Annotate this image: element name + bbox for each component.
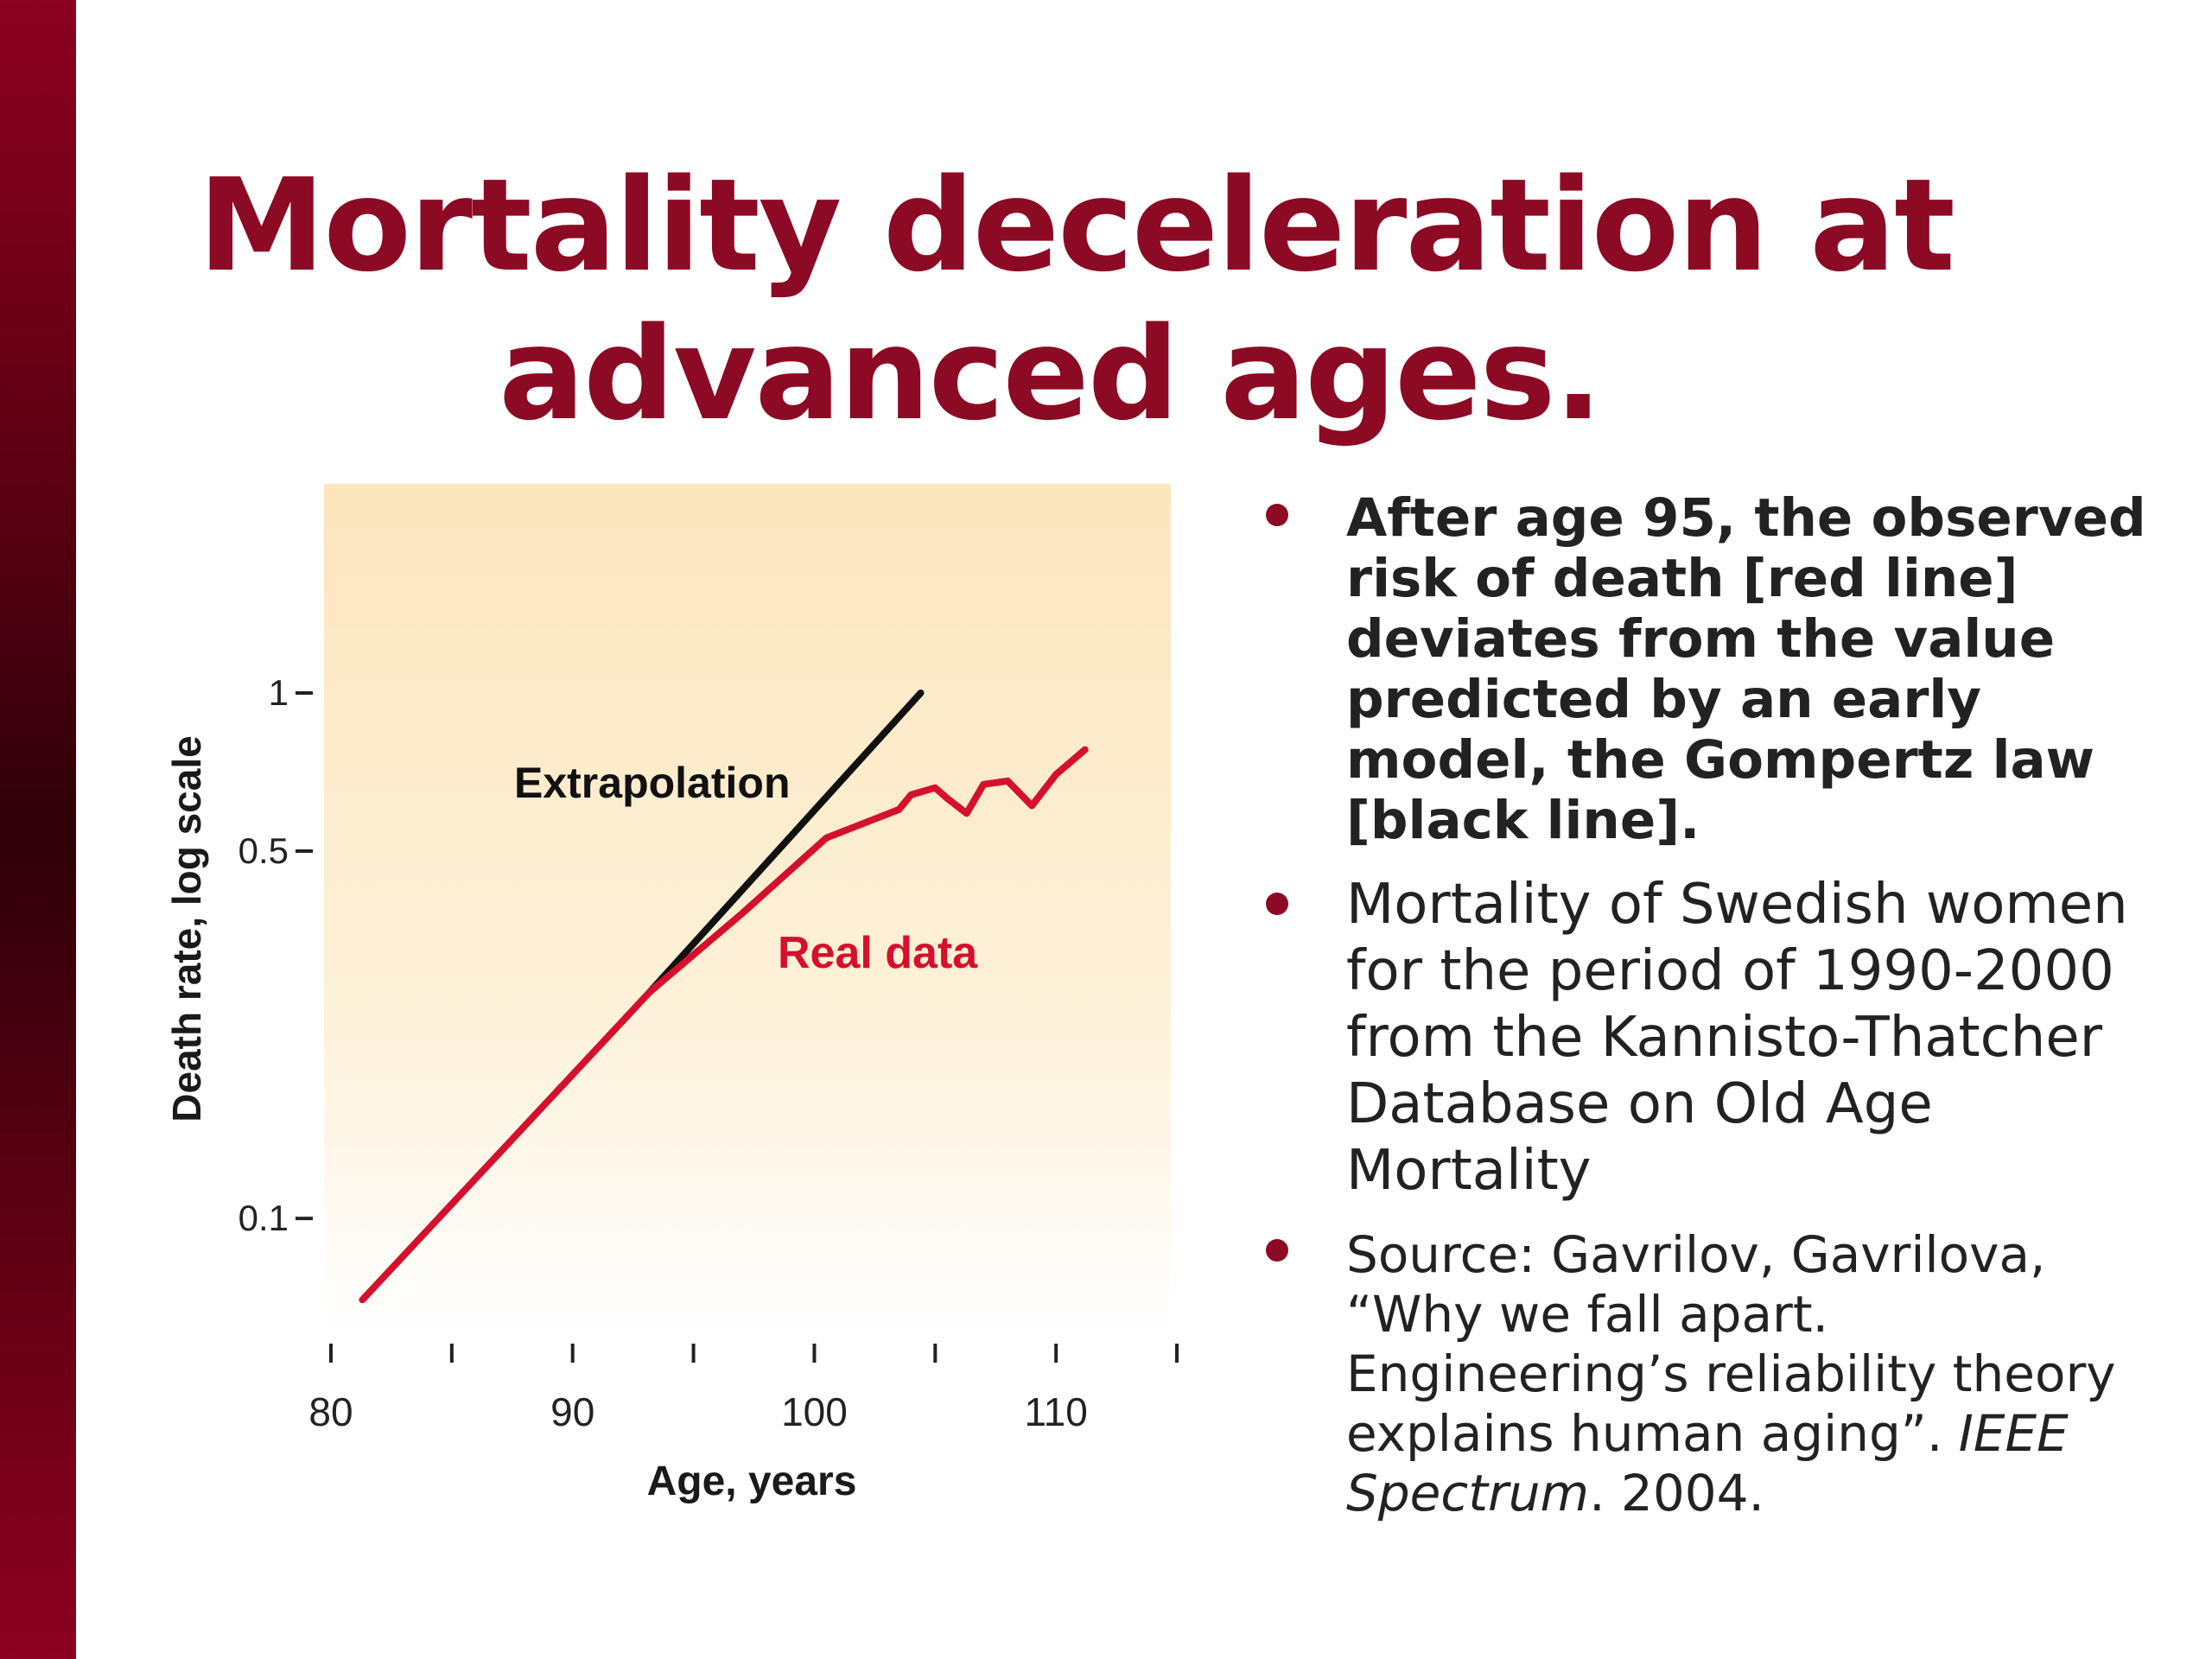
bullet-text-3-journal: IEEE Spectrum <box>1346 1404 2069 1522</box>
title-line-2: advanced ages. <box>499 300 1603 448</box>
bullet-text-1: After age 95, the observed risk of death… <box>1346 487 2146 851</box>
bullet-item-1: After age 95, the observed risk of death… <box>1266 488 2182 851</box>
y-tick-label: 1 <box>269 672 289 713</box>
bullet-item-3: Source: Gavrilov, Gavrilova, “Why we fal… <box>1266 1225 2182 1523</box>
x-tick-label: 80 <box>308 1389 353 1434</box>
annotation-extrapolation: Extrapolation <box>514 759 790 807</box>
y-tick-label: 0.1 <box>238 1198 289 1238</box>
sidebar-accent-bar <box>0 0 76 1659</box>
slide-title: Mortality deceleration at advanced ages. <box>104 151 2108 448</box>
x-axis-title: Age, years <box>647 1459 857 1504</box>
annotation-real-data: Real data <box>778 928 978 978</box>
x-tick-label: 110 <box>1024 1389 1087 1434</box>
bullet-text-3-year: . 2004. <box>1589 1464 1764 1522</box>
x-axis-ticks: 80 90 100 110 <box>308 1344 1179 1434</box>
bullet-dot <box>1266 1239 1288 1262</box>
bullet-list: After age 95, the observed risk of death… <box>1266 488 2182 1544</box>
y-axis-title: Death rate, log scale <box>164 735 209 1122</box>
mortality-chart: Death rate, log scale Age, years 0.1 0.5 1… <box>130 471 1201 1534</box>
y-tick-label: 0.5 <box>238 830 289 871</box>
bullet-dot <box>1266 504 1288 526</box>
bullet-text-2: Mortality of Swedish women for the perio… <box>1346 873 2128 1203</box>
bullet-dot <box>1266 893 1288 915</box>
x-tick-label: 100 <box>781 1389 848 1434</box>
series-line-real-data <box>359 746 1089 1304</box>
bullet-text-3-source: Source: Gavrilov, Gavrilova, “Why we fal… <box>1346 1225 2116 1463</box>
series-layer <box>359 690 1089 1304</box>
bullet-item-2: Mortality of Swedish women for the perio… <box>1266 872 2182 1205</box>
y-axis-ticks: 0.1 0.5 1 <box>238 672 313 1238</box>
title-line-1: Mortality deceleration at <box>198 151 1955 300</box>
chart-svg: Death rate, log scale Age, years 0.1 0.5 1… <box>164 484 1179 1504</box>
x-tick-label: 90 <box>550 1389 594 1434</box>
series-line-extrapolation <box>646 690 925 995</box>
